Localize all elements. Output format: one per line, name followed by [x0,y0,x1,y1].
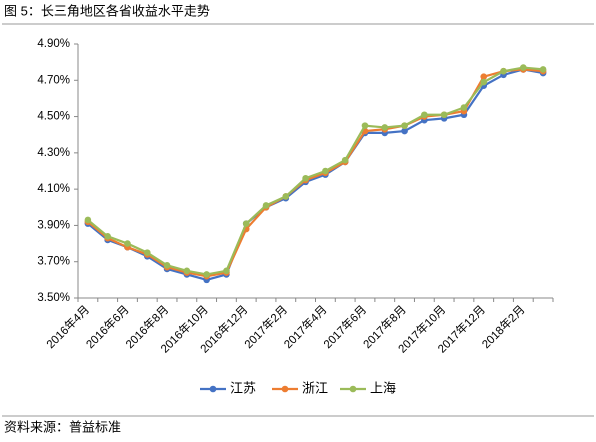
point [401,122,408,129]
point [183,267,191,275]
point [302,174,309,182]
point [341,156,349,164]
point [460,104,468,111]
legend-marker [209,385,217,393]
point [223,267,230,275]
legend-label: 江苏 [230,380,256,395]
point [361,122,369,129]
point [520,64,527,71]
y-tick-label: 4.70% [37,74,70,86]
y-tick-label: 3.50% [37,292,70,304]
source: 资料来源：普益标准 [4,419,121,434]
series-line [87,68,544,281]
point [401,127,408,135]
point [381,124,389,131]
point [480,78,488,86]
point [203,271,210,278]
series-line [87,66,544,276]
chart-title: 图 5：长三角地区各省收益水平走势 [4,3,210,18]
legend-marker [281,385,289,393]
point [262,202,270,209]
x-tick-label: 2018年2月 [479,302,528,351]
y-tick-label: 4.10% [37,183,70,195]
point [480,73,488,80]
point [124,240,131,247]
series-line [87,68,544,278]
y-tick-label: 4.30% [37,147,70,159]
point [539,66,547,73]
y-tick-label: 4.90% [37,38,70,50]
point [322,167,329,175]
legend-marker [349,385,357,393]
legend-label: 浙江 [302,380,328,395]
point [421,111,428,119]
point [500,67,507,75]
point [104,233,111,240]
legend-label: 上海 [370,380,396,395]
point [282,193,290,200]
y-tick-label: 4.50% [37,111,70,123]
point [143,249,151,256]
point [440,111,448,119]
point [242,220,250,227]
point [163,262,171,269]
y-tick-label: 3.90% [37,219,70,231]
point [84,216,92,224]
y-tick-label: 3.70% [37,256,70,268]
